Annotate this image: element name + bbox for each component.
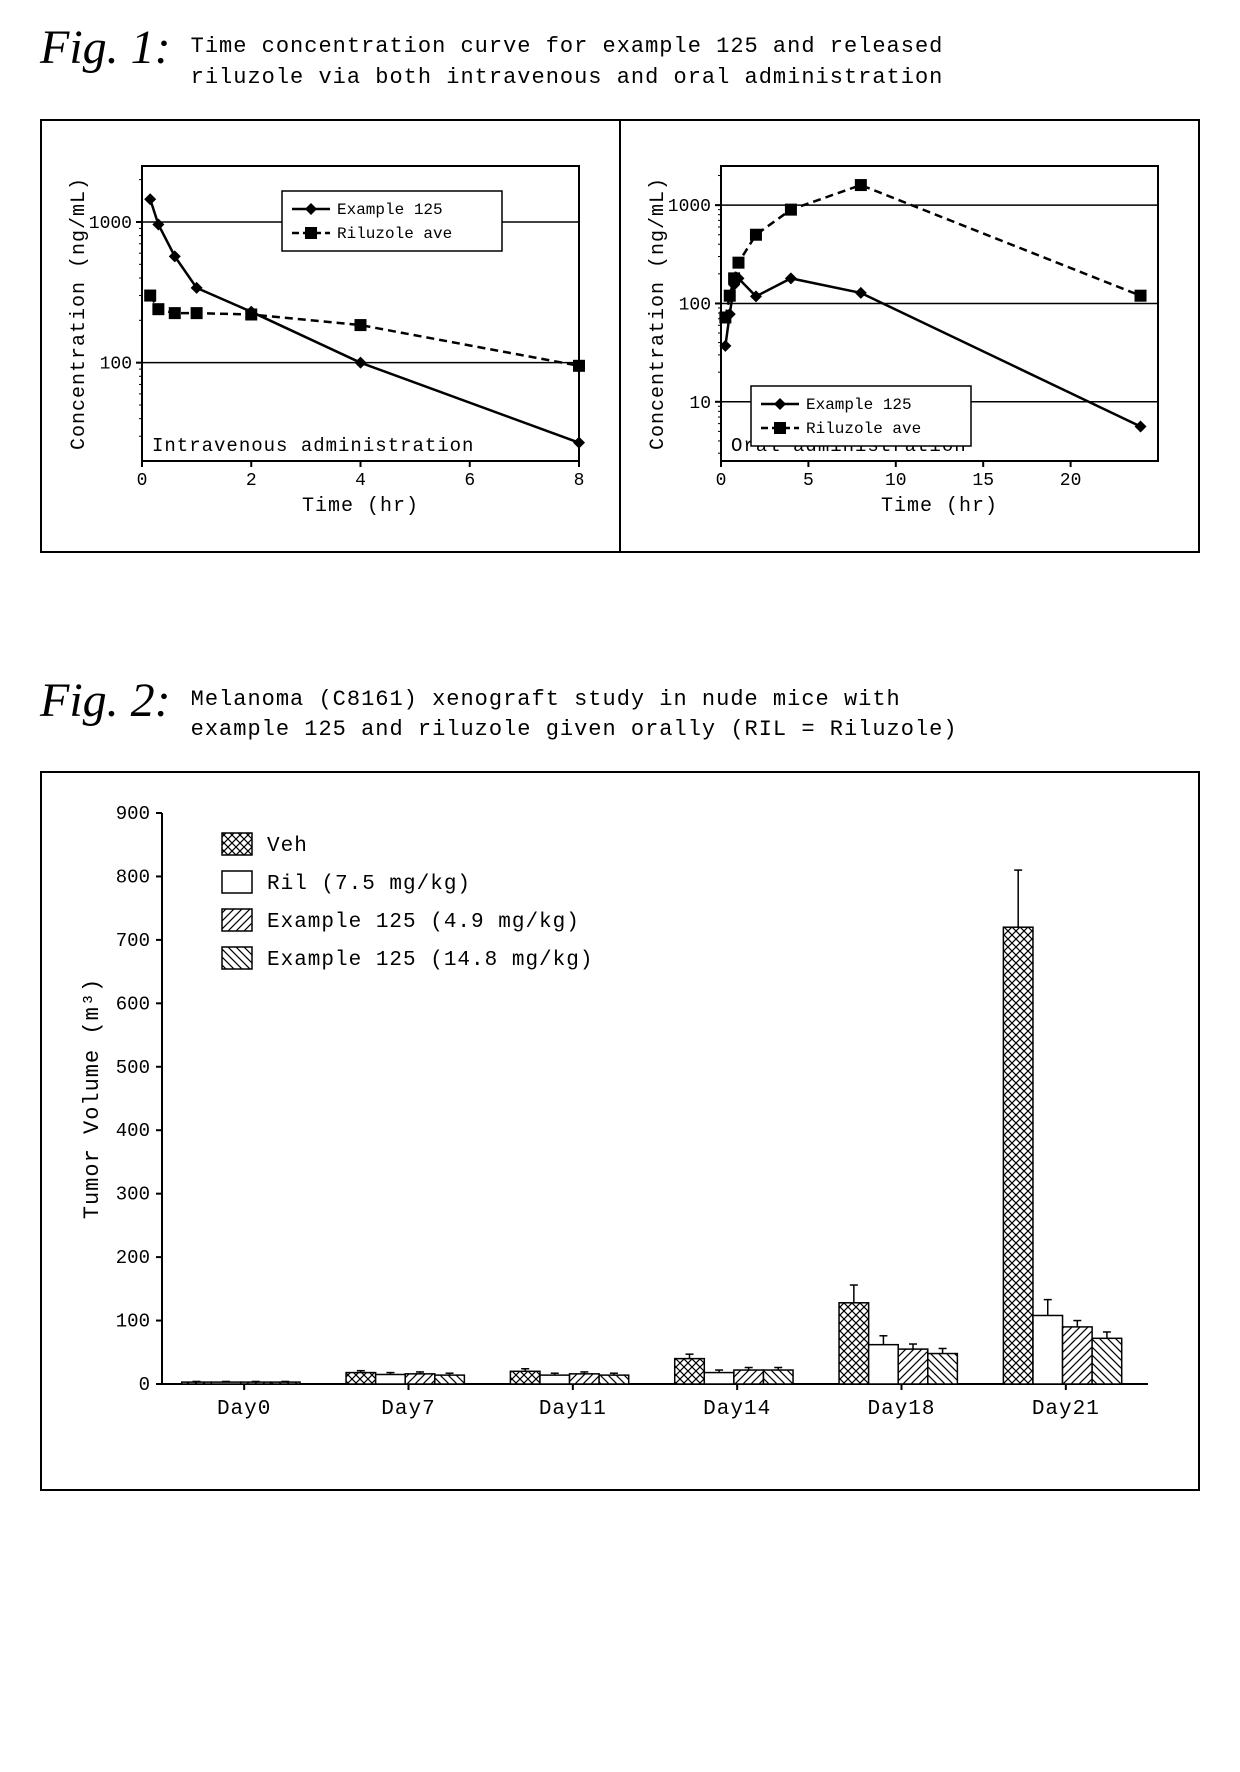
svg-text:10: 10 xyxy=(885,471,907,491)
svg-text:100: 100 xyxy=(100,354,132,374)
svg-text:Time (hr): Time (hr) xyxy=(302,495,419,518)
svg-text:Riluzole ave: Riluzole ave xyxy=(337,225,452,243)
svg-text:Concentration (ng/mL): Concentration (ng/mL) xyxy=(68,177,91,450)
svg-text:Time (hr): Time (hr) xyxy=(881,495,998,518)
svg-text:10: 10 xyxy=(689,393,711,413)
svg-text:Veh: Veh xyxy=(267,835,308,858)
svg-text:Day18: Day18 xyxy=(867,1398,935,1421)
svg-text:600: 600 xyxy=(116,994,150,1016)
svg-text:Day21: Day21 xyxy=(1032,1398,1100,1421)
fig1-panels: 100100002468Time (hr)Concentration (ng/m… xyxy=(40,119,1200,553)
svg-text:Day7: Day7 xyxy=(381,1398,435,1421)
fig2-caption-line2: example 125 and riluzole given orally (R… xyxy=(191,715,958,746)
svg-text:1000: 1000 xyxy=(89,214,132,234)
svg-text:100: 100 xyxy=(679,295,711,315)
svg-text:1000: 1000 xyxy=(668,197,711,217)
svg-text:8: 8 xyxy=(574,471,585,491)
svg-text:0: 0 xyxy=(716,471,727,491)
fig1-oral-panel: 10 100 1000 0 5 10 15 20 Time (hr) Concentration … xyxy=(621,121,1198,551)
fig1-caption: Time concentration curve for example 125… xyxy=(191,20,944,94)
svg-text:Concentration (ng/mL): Concentration (ng/mL) xyxy=(647,177,670,450)
svg-text:Example 125: Example 125 xyxy=(806,396,912,414)
fig2-caption: Melanoma (C8161) xenograft study in nude… xyxy=(191,673,958,747)
svg-text:5: 5 xyxy=(803,471,814,491)
fig1-caption-line1: Time concentration curve for example 125… xyxy=(191,32,944,63)
svg-text:400: 400 xyxy=(116,1120,150,1142)
svg-text:Day0: Day0 xyxy=(217,1398,271,1421)
svg-text:0: 0 xyxy=(139,1374,150,1396)
svg-text:200: 200 xyxy=(116,1247,150,1269)
svg-text:2: 2 xyxy=(246,471,257,491)
fig1-iv-panel: 100 1000 0 2 4 6 8 Time (hr) Concentration (ng/m… xyxy=(42,121,621,551)
svg-text:Riluzole ave: Riluzole ave xyxy=(806,420,921,438)
fig1-oral-chart: 10 100 1000 0 5 10 15 20 Time (hr) Concentration … xyxy=(641,151,1178,531)
svg-text:Day14: Day14 xyxy=(703,1398,771,1421)
svg-text:Example 125 (4.9 mg/kg): Example 125 (4.9 mg/kg) xyxy=(267,911,580,934)
svg-text:900: 900 xyxy=(116,803,150,825)
fig1-label: Fig. 1: xyxy=(40,20,171,75)
svg-text:800: 800 xyxy=(116,867,150,889)
fig2-label: Fig. 2: xyxy=(40,673,171,728)
svg-text:15: 15 xyxy=(972,471,994,491)
svg-text:0: 0 xyxy=(137,471,148,491)
fig2-header: Fig. 2: Melanoma (C8161) xenograft study… xyxy=(40,673,1200,747)
svg-text:700: 700 xyxy=(116,930,150,952)
svg-text:6: 6 xyxy=(464,471,475,491)
svg-text:20: 20 xyxy=(1060,471,1082,491)
fig1-iv-chart: 100 1000 0 2 4 6 8 Time (hr) Concentration (ng/m… xyxy=(62,151,599,531)
svg-text:500: 500 xyxy=(116,1057,150,1079)
fig2-chart: 0 100 200 300 400 500 600 700 800 900 Tumor Volume… xyxy=(72,803,1168,1439)
svg-text:Example 125: Example 125 xyxy=(337,201,443,219)
svg-text:Intravenous administration: Intravenous administration xyxy=(152,435,474,457)
fig1-header: Fig. 1: Time concentration curve for exa… xyxy=(40,20,1200,94)
fig2-box: 0 100 200 300 400 500 600 700 800 900 Tumor Volume… xyxy=(40,771,1200,1491)
svg-text:4: 4 xyxy=(355,471,366,491)
svg-text:Tumor Volume (m³): Tumor Volume (m³) xyxy=(80,978,105,1219)
fig2-caption-line1: Melanoma (C8161) xenograft study in nude… xyxy=(191,685,958,716)
svg-text:300: 300 xyxy=(116,1184,150,1206)
svg-text:Day11: Day11 xyxy=(539,1398,607,1421)
svg-text:100: 100 xyxy=(116,1311,150,1333)
fig1-caption-line2: riluzole via both intravenous and oral a… xyxy=(191,63,944,94)
svg-text:Example 125 (14.8 mg/kg): Example 125 (14.8 mg/kg) xyxy=(267,949,593,972)
svg-text:Ril (7.5 mg/kg): Ril (7.5 mg/kg) xyxy=(267,873,471,896)
